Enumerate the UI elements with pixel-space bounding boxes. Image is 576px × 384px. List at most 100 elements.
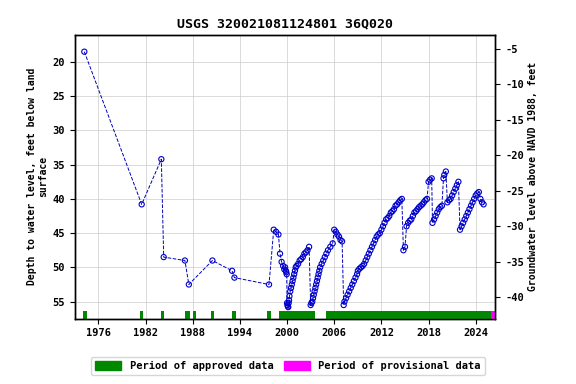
Point (467, 203, 476, 209)
Point (370, 237, 380, 243)
Point (377, 227, 386, 233)
Point (306, 302, 315, 308)
Point (430, 216, 439, 222)
Point (292, 263, 301, 269)
Legend: Period of approved data, Period of provisional data: Period of approved data, Period of provi… (91, 357, 485, 375)
Point (419, 199, 429, 205)
Point (353, 268, 362, 274)
Point (79, 49, 89, 55)
Point (274, 232, 283, 238)
Point (410, 210, 419, 216)
Point (394, 199, 403, 205)
Point (328, 240, 338, 247)
Point (428, 220, 437, 226)
Point (284, 300, 293, 306)
Point (230, 275, 239, 281)
Point (295, 257, 304, 263)
Point (298, 254, 308, 260)
Point (364, 251, 373, 257)
Point (344, 288, 354, 295)
Point (271, 229, 281, 235)
Point (375, 230, 384, 236)
Point (463, 210, 472, 216)
Point (469, 196, 479, 202)
Point (323, 247, 332, 253)
Point (351, 275, 360, 281)
Title: USGS 320021081124801 36Q020: USGS 320021081124801 36Q020 (177, 18, 393, 31)
Point (283, 304, 293, 310)
Point (208, 257, 217, 263)
Point (402, 223, 411, 229)
Point (437, 203, 446, 209)
Point (439, 172, 449, 178)
Point (431, 213, 440, 219)
Point (439, 175, 448, 181)
Point (285, 293, 294, 299)
Point (316, 264, 325, 270)
Point (286, 288, 295, 295)
Point (404, 220, 413, 226)
Point (291, 264, 300, 270)
Point (346, 285, 355, 291)
Point (411, 208, 420, 214)
Point (309, 292, 319, 298)
Point (290, 271, 299, 277)
Point (392, 201, 401, 207)
Point (322, 251, 331, 257)
Point (281, 264, 290, 270)
Point (450, 185, 460, 192)
Point (361, 257, 370, 263)
Point (454, 179, 463, 185)
Point (465, 206, 474, 212)
Point (307, 300, 316, 306)
Point (353, 271, 362, 277)
Point (333, 232, 342, 238)
Point (471, 192, 480, 199)
Point (422, 196, 431, 202)
Point (303, 247, 312, 253)
Point (228, 268, 237, 274)
Point (389, 206, 399, 212)
Point (444, 197, 453, 204)
Point (358, 263, 367, 269)
Point (281, 268, 290, 274)
Point (396, 197, 405, 204)
Point (314, 271, 323, 277)
Point (381, 216, 391, 222)
Point (334, 233, 343, 240)
Point (388, 208, 397, 214)
Point (301, 249, 310, 255)
Point (137, 201, 146, 207)
Point (400, 244, 410, 250)
Point (426, 177, 435, 183)
Point (433, 210, 442, 216)
Point (363, 254, 372, 260)
Point (424, 179, 433, 185)
Point (405, 218, 414, 224)
Point (397, 196, 407, 202)
Point (413, 206, 422, 212)
Point (415, 204, 424, 210)
Point (343, 292, 352, 298)
Point (366, 247, 375, 253)
Point (287, 281, 297, 288)
Point (443, 199, 452, 205)
Point (357, 264, 366, 270)
Point (308, 295, 317, 301)
Point (312, 278, 321, 284)
Point (338, 238, 347, 245)
Point (434, 206, 444, 212)
Point (180, 257, 190, 263)
Point (283, 303, 293, 310)
Point (446, 196, 455, 202)
Point (369, 240, 378, 247)
Point (367, 244, 377, 250)
Point (473, 190, 482, 197)
Point (280, 266, 289, 273)
Y-axis label: Depth to water level, feet below land
surface: Depth to water level, feet below land su… (27, 68, 48, 285)
Point (282, 271, 291, 277)
Point (300, 251, 309, 257)
Point (457, 223, 466, 229)
Point (418, 201, 427, 207)
Point (399, 247, 408, 253)
